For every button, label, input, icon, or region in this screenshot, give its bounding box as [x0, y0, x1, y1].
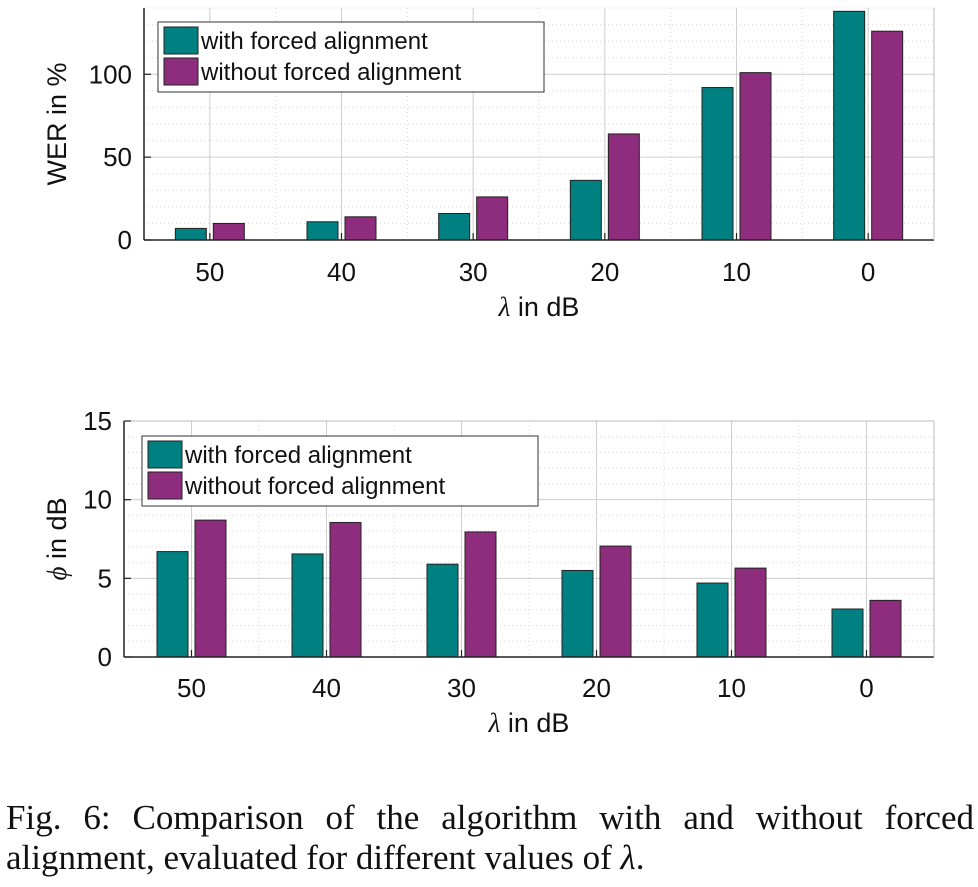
- legend-label: without forced alignment: [200, 59, 461, 86]
- legend-label: with forced alignment: [200, 28, 428, 55]
- y-axis-label-variable: ϕ: [42, 567, 72, 581]
- x-axis-label-variable: λ: [488, 708, 501, 738]
- x-axis-label-text: in dB: [510, 292, 579, 322]
- bar-with-forced-alignment-40: [306, 221, 339, 241]
- x-tick-label-0: 0: [859, 673, 873, 703]
- bar-with-forced-alignment-10: [701, 87, 734, 241]
- legend: with forced alignment without forced alig…: [141, 435, 539, 507]
- y-tick-label-10: 10: [83, 485, 112, 515]
- x-tick-label-40: 40: [327, 257, 356, 287]
- x-tick-label-10: 10: [722, 257, 751, 287]
- x-axis-label: λ in dB: [488, 708, 570, 738]
- x-tick-label-50: 50: [177, 673, 206, 703]
- bar-with-forced-alignment-20: [569, 179, 602, 241]
- figure-caption: Fig. 6: Comparison of the algorithm with…: [6, 798, 974, 878]
- bar-with-forced-alignment-0: [833, 10, 866, 241]
- y-tick-label-15: 15: [83, 406, 112, 436]
- bar-with-forced-alignment-50: [174, 227, 207, 241]
- x-tick-label-20: 20: [582, 673, 611, 703]
- bar-without-forced-alignment-10: [739, 72, 772, 241]
- legend-label: with forced alignment: [184, 442, 412, 469]
- x-tick-label-30: 30: [459, 257, 488, 287]
- x-axis-label-text: in dB: [500, 708, 569, 738]
- legend-box: [157, 21, 545, 93]
- legend-swatch: [147, 471, 183, 500]
- bar-without-forced-alignment-40: [329, 521, 362, 658]
- x-tick-label-30: 30: [447, 673, 476, 703]
- bar-without-forced-alignment-40: [344, 216, 377, 241]
- x-tick-label-20: 20: [590, 257, 619, 287]
- bar-without-forced-alignment-30: [464, 531, 497, 658]
- bar-with-forced-alignment-20: [561, 569, 594, 658]
- caption-text: Comparison of the algorithm with and wit…: [6, 798, 974, 877]
- bar-without-forced-alignment-0: [869, 599, 902, 658]
- caption-variable: λ: [620, 838, 636, 877]
- y-tick-label-0: 0: [118, 225, 132, 255]
- bar-without-forced-alignment-10: [734, 567, 767, 658]
- y-tick-label-0: 0: [98, 642, 112, 672]
- legend: with forced alignment without forced alig…: [157, 21, 545, 93]
- legend-swatch: [147, 440, 183, 469]
- x-tick-label-0: 0: [861, 257, 875, 287]
- y-axis-label: ϕ in dB: [42, 497, 72, 580]
- y-axis-label: WER in %: [42, 62, 72, 185]
- y-axis-label-text: in dB: [42, 497, 72, 566]
- caption-end: .: [635, 838, 645, 877]
- bar-with-forced-alignment-40: [291, 553, 324, 658]
- x-tick-label-40: 40: [312, 673, 341, 703]
- legend-box: [141, 435, 539, 507]
- bar-with-forced-alignment-30: [438, 212, 471, 241]
- legend-swatch: [163, 57, 199, 86]
- bar-without-forced-alignment-50: [194, 519, 227, 658]
- x-axis-label: λ in dB: [498, 292, 580, 322]
- y-tick-label-50: 50: [103, 142, 132, 172]
- caption-label: Fig. 6:: [6, 798, 111, 837]
- x-tick-label-10: 10: [717, 673, 746, 703]
- bar-without-forced-alignment-50: [212, 222, 245, 241]
- bar-with-forced-alignment-10: [696, 582, 729, 658]
- bar-with-forced-alignment-30: [426, 563, 459, 658]
- y-tick-label-100: 100: [89, 59, 132, 89]
- x-axis-label-variable: λ: [498, 292, 511, 322]
- y-tick-label-5: 5: [98, 563, 112, 593]
- bar-with-forced-alignment-0: [831, 608, 864, 658]
- bar-without-forced-alignment-30: [476, 196, 509, 241]
- bar-with-forced-alignment-50: [156, 551, 189, 658]
- x-tick-label-50: 50: [195, 257, 224, 287]
- legend-swatch: [163, 26, 199, 55]
- bar-without-forced-alignment-0: [871, 30, 904, 241]
- legend-label: without forced alignment: [184, 473, 445, 500]
- bar-without-forced-alignment-20: [607, 133, 640, 241]
- bar-without-forced-alignment-20: [599, 545, 632, 658]
